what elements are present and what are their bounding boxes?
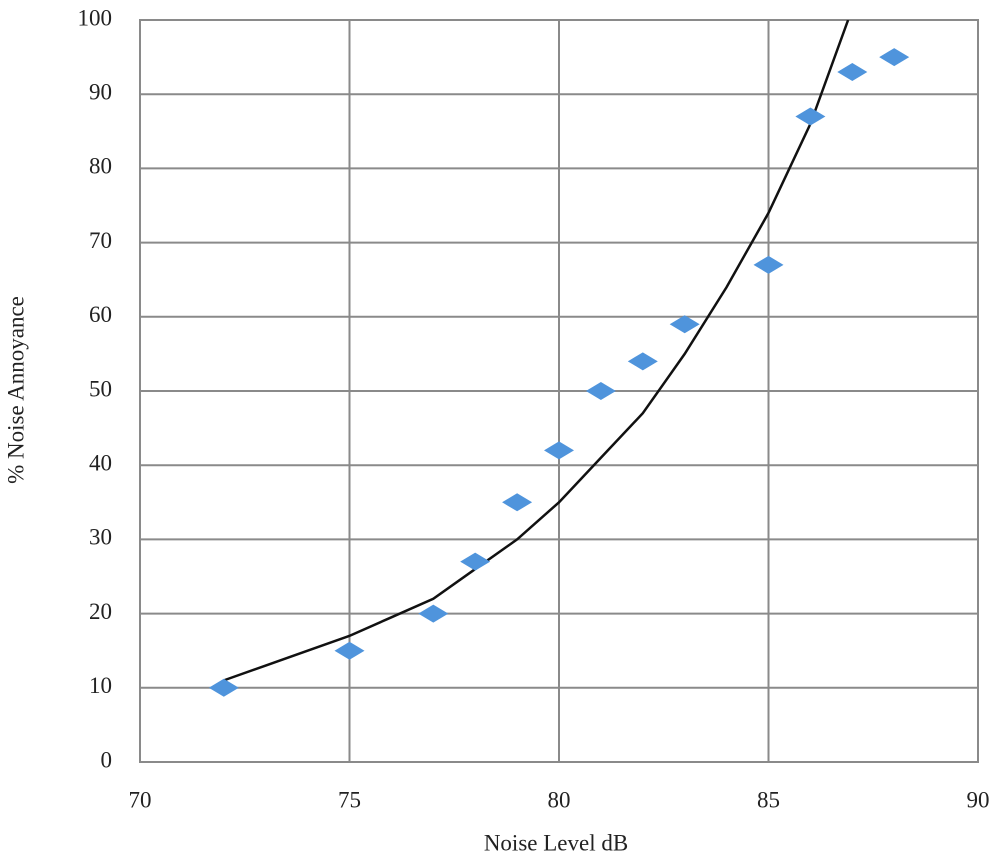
x-tick-label: 85: [757, 787, 780, 812]
y-tick-label: 30: [89, 525, 112, 550]
x-tick-label: 90: [967, 787, 990, 812]
y-tick-label: 70: [89, 228, 112, 253]
data-point: [585, 382, 616, 400]
y-tick-label: 50: [89, 376, 112, 401]
data-point: [502, 493, 533, 512]
trend-line: [223, 20, 850, 682]
data-point: [795, 107, 826, 126]
data-point: [837, 62, 868, 81]
data-point: [753, 255, 784, 274]
y-tick-label: 0: [101, 747, 113, 772]
y-tick-label: 80: [89, 154, 112, 179]
data-point: [879, 48, 910, 67]
x-axis-label: Noise Level dB: [484, 830, 628, 855]
y-tick-label: 10: [89, 673, 112, 698]
y-tick-label: 20: [89, 599, 112, 624]
x-tick-label: 70: [129, 787, 152, 812]
data-point: [208, 678, 239, 697]
data-point: [334, 641, 365, 660]
data-point: [460, 552, 491, 571]
x-tick-label: 75: [338, 787, 361, 812]
y-tick-label: 90: [89, 79, 112, 104]
y-tick-label: 100: [78, 5, 113, 30]
data-point: [544, 441, 574, 460]
data-point: [669, 315, 700, 334]
data-point: [418, 604, 449, 623]
y-tick-label: 60: [89, 302, 112, 327]
x-tick-label: 80: [548, 787, 571, 812]
y-axis-label: % Noise Annoyance: [3, 296, 28, 484]
y-tick-label: 40: [89, 450, 112, 475]
plot-border: [139, 19, 979, 763]
plot-area: [223, 20, 850, 682]
data-point: [627, 352, 658, 371]
